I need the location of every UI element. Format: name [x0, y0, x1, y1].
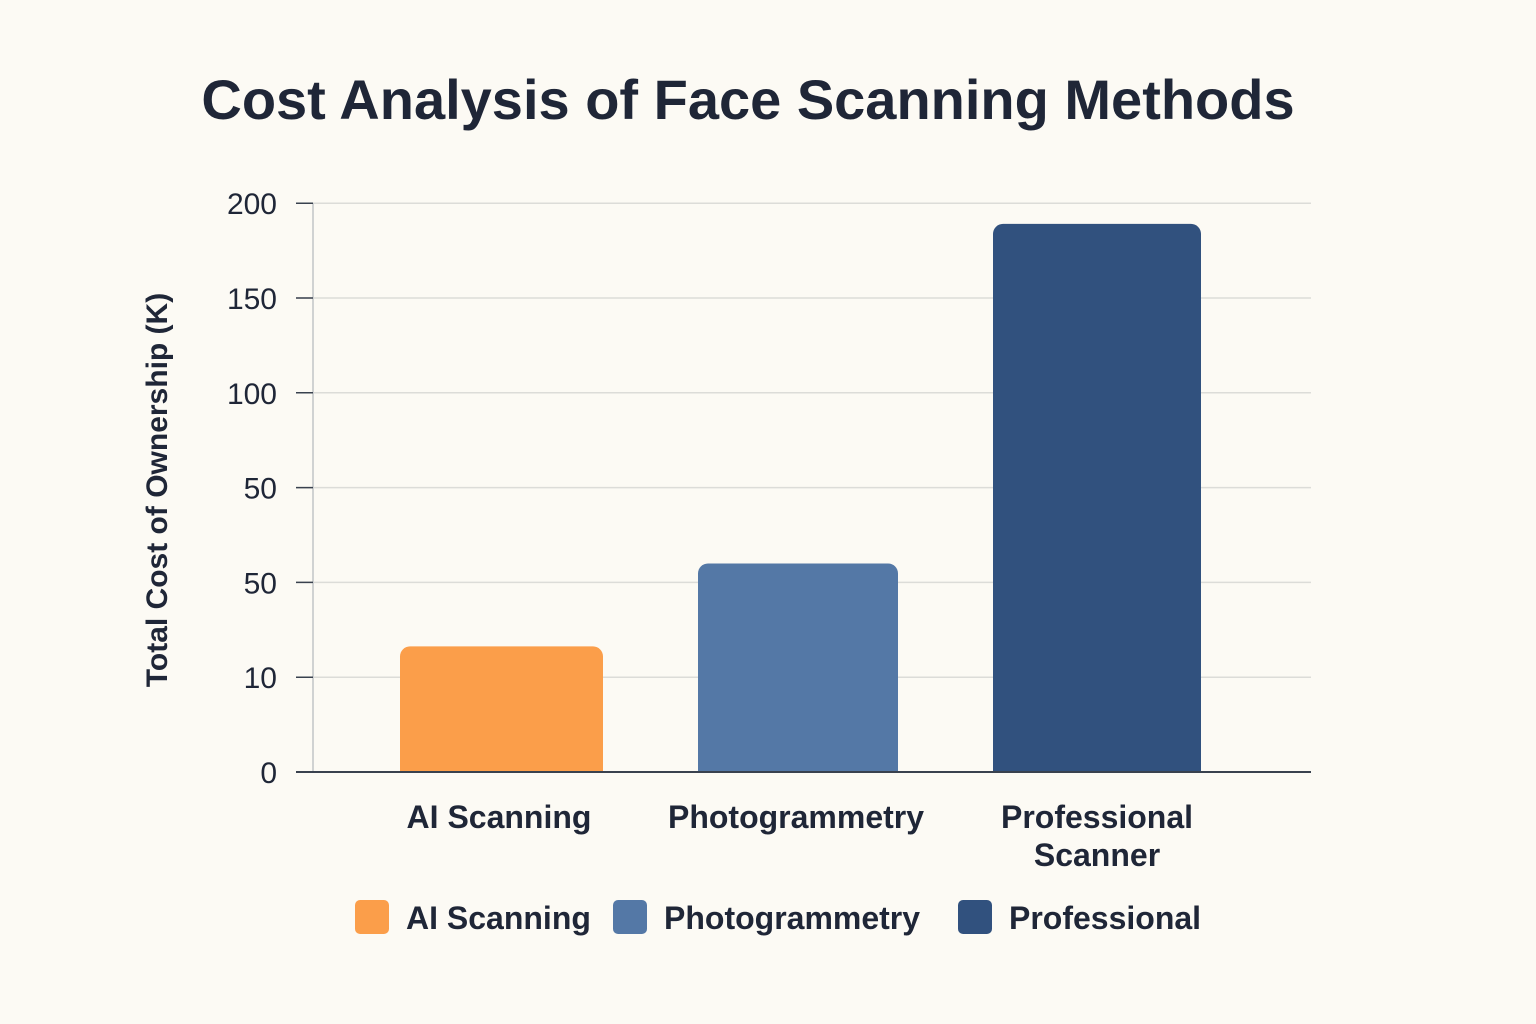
legend-item: AI Scanning	[355, 900, 591, 936]
legend-item: Photogrammetry	[613, 900, 920, 936]
y-tick-labels: 0 10 50 50 100 150 200	[227, 188, 313, 790]
chart-title: Cost Analysis of Face Scanning Methods	[201, 68, 1294, 131]
x-tick-label: Photogrammetry	[668, 799, 924, 835]
y-tick-label: 200	[227, 188, 277, 221]
bar	[698, 563, 898, 772]
bar-fill	[400, 646, 603, 772]
legend-label: AI Scanning	[406, 900, 591, 936]
x-tick-labels: AI Scanning Photogrammetry Professional Sca…	[407, 799, 1193, 873]
bar-base	[400, 760, 603, 772]
bar-base	[698, 760, 898, 772]
y-tick-label: 100	[227, 378, 277, 411]
bar-fill	[993, 223, 1201, 772]
y-tick-label: 50	[244, 473, 277, 506]
bar	[993, 223, 1201, 772]
bars	[400, 223, 1201, 772]
legend-item: Professional	[958, 900, 1201, 936]
legend-swatch	[958, 900, 992, 934]
legend-label: Photogrammetry	[664, 900, 920, 936]
legend-label: Professional	[1009, 900, 1201, 936]
bar-fill	[698, 563, 898, 772]
y-tick-label: 150	[227, 283, 277, 316]
x-tick-label: AI Scanning	[407, 799, 592, 835]
y-axis-label: Total Cost of Ownership (K)	[141, 293, 174, 687]
x-tick-label: Professional Scanner	[1001, 799, 1193, 873]
legend-swatch	[613, 900, 647, 934]
legend-swatch	[355, 900, 389, 934]
legend: AI Scanning Photogrammetry Professional	[355, 900, 1201, 936]
y-tick-label: 10	[244, 662, 277, 695]
y-tick-label: 50	[244, 567, 277, 600]
bar	[400, 646, 603, 772]
bar-base	[993, 760, 1201, 772]
y-tick-label: 0	[260, 757, 277, 790]
